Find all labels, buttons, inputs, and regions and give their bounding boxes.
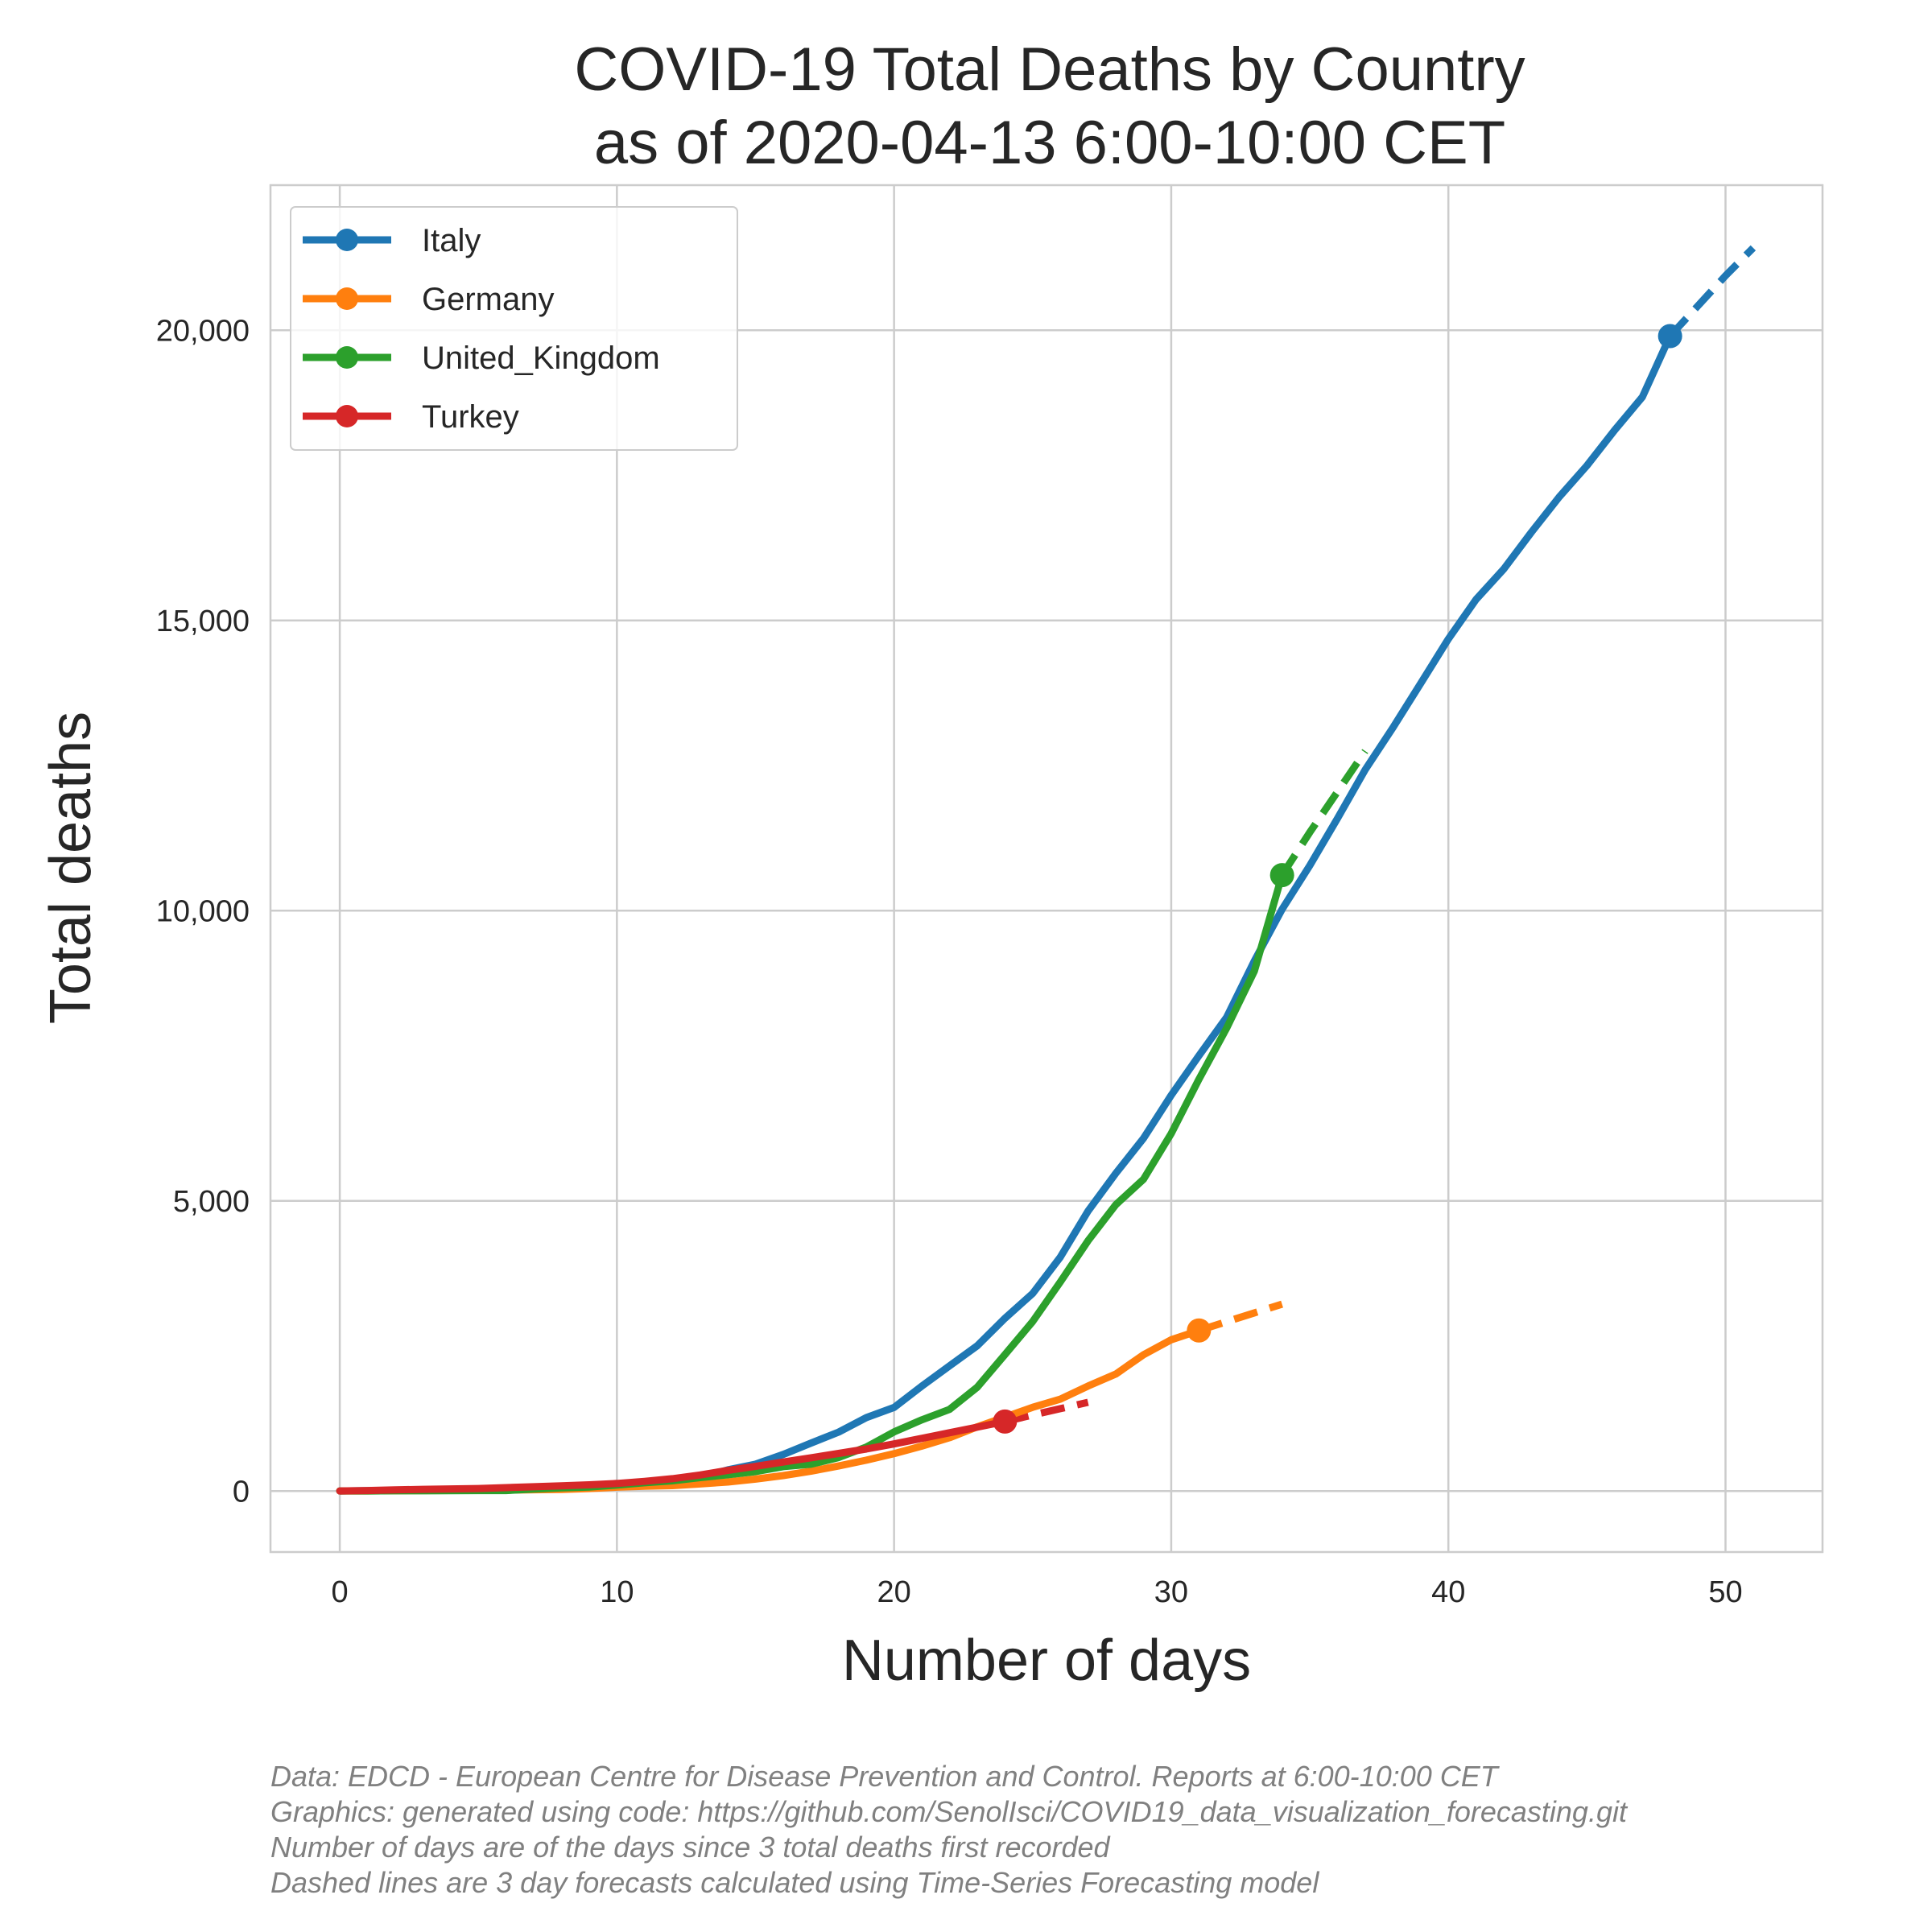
y-tick-label: 15,000 <box>156 605 250 638</box>
legend-label-turkey: Turkey <box>422 399 519 435</box>
x-tick-label: 30 <box>1154 1575 1188 1609</box>
y-tick-label: 20,000 <box>156 314 250 348</box>
forecast-line-united_kingdom <box>1278 749 1368 877</box>
last-point-germany <box>1187 1318 1212 1343</box>
x-tick-label: 50 <box>1708 1575 1742 1609</box>
x-tick-label: 0 <box>332 1575 349 1609</box>
footnote-forecast-note: Dashed lines are 3 day forecasts calcula… <box>270 1866 1319 1899</box>
y-tick-label: 10,000 <box>156 894 250 928</box>
legend-label-italy: Italy <box>422 223 481 258</box>
legend-marker-united_kingdom <box>336 346 358 369</box>
legend-marker-germany <box>336 287 358 310</box>
footnote-block: Data: EDCD - European Centre for Disease… <box>270 1759 1627 1901</box>
forecast-line-turkey <box>1004 1398 1089 1426</box>
y-tick-label: 5,000 <box>173 1185 250 1219</box>
y-axis-label: Total deaths <box>39 712 103 1024</box>
last-point-turkey <box>993 1409 1018 1434</box>
last-point-united_kingdom <box>1269 863 1294 888</box>
series-lines <box>336 245 1757 1495</box>
legend-box <box>290 206 738 451</box>
legend-marker-turkey <box>336 405 358 427</box>
chart-title-line-2: as of 2020-04-13 6:00-10:00 CET <box>594 109 1505 177</box>
x-axis-label: Number of days <box>842 1629 1251 1693</box>
forecast-line-germany <box>1198 1300 1283 1335</box>
grid-lines <box>270 185 1823 1552</box>
legend-label-united_kingdom: United_Kingdom <box>422 341 660 376</box>
x-axis-ticks: 0 10 20 30 40 50 <box>332 1575 1743 1609</box>
x-tick-label: 20 <box>877 1575 911 1609</box>
y-tick-label: 0 <box>233 1475 250 1509</box>
footnote-data-source: Data: EDCD - European Centre for Disease… <box>270 1760 1498 1793</box>
legend-marker-italy <box>336 229 358 251</box>
last-point-italy <box>1657 324 1682 349</box>
legend-label-germany: Germany <box>422 282 555 317</box>
series-line-turkey <box>336 1418 1009 1495</box>
chart-title-line-1: COVID-19 Total Deaths by Country <box>574 35 1525 104</box>
x-tick-label: 10 <box>600 1575 634 1609</box>
footnote-graphics-source: Graphics: generated using code: https://… <box>270 1795 1627 1828</box>
forecast-line-italy <box>1667 245 1757 339</box>
plot-frame <box>269 184 1824 1554</box>
x-tick-label: 40 <box>1431 1575 1465 1609</box>
y-axis-ticks: 0 5,000 10,000 15,000 20,000 <box>156 314 250 1509</box>
footnote-days-definition: Number of days are of the days since 3 t… <box>270 1831 1110 1864</box>
legend: Italy Germany United_Kingdom Turkey <box>290 206 738 451</box>
